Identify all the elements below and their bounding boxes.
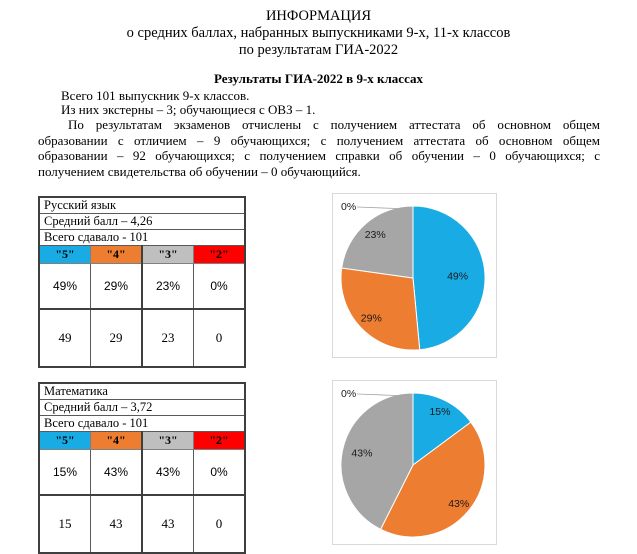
grade-header-5: "5" (38, 245, 91, 264)
count-cell: 15 (38, 494, 91, 554)
count-cell: 29 (90, 308, 143, 368)
table-total-taken: Всего сдавало - 101 (38, 229, 246, 246)
grade-header-4: "4" (90, 431, 143, 450)
page-title-line-3: по результатам ГИА-2022 (238, 42, 399, 58)
grade-header-4: "4" (90, 245, 143, 264)
pie-plot-area: 49% 29% 23% 0% (340, 201, 486, 351)
zero-slice-leader-line (356, 206, 410, 210)
pie-chart-math: 15% 43% 43% 0% (332, 380, 497, 545)
count-cell: 0 (193, 308, 246, 368)
grade-header-3: "3" (141, 245, 194, 264)
zero-slice-label: 0% (341, 388, 356, 400)
paragraph-line: получением свидетельства об обучении – 0… (38, 163, 361, 179)
table-average-score: Средний балл – 4,26 (38, 213, 246, 230)
table-subject: Математика (38, 382, 246, 400)
zero-slice-label: 0% (341, 201, 356, 213)
percent-cell: 0% (193, 449, 246, 496)
percent-cell: 0% (193, 263, 246, 310)
percent-cell: 49% (38, 263, 91, 310)
count-cell: 43 (141, 494, 194, 554)
intro-line-total: Всего 101 выпускник 9-х классов. (61, 88, 250, 103)
results-table-russian: Русский язык Средний балл – 4,26 Всего с… (38, 196, 246, 368)
page-title-line-2: о средних баллах, набранных выпускниками… (126, 25, 511, 41)
pie-percent-label: 15% (429, 406, 450, 418)
count-cell: 0 (193, 494, 246, 554)
pie-slice-1 (379, 421, 486, 538)
count-cell: 49 (38, 308, 91, 368)
pie-percent-label: 43% (448, 498, 469, 510)
percent-cell: 23% (141, 263, 194, 310)
paragraph-line: образовании с отличием – 9 обучающихся; … (38, 132, 600, 148)
pie-percent-label: 49% (447, 270, 468, 282)
results-table-math: Математика Средний балл – 3,72 Всего сда… (38, 382, 246, 554)
table-total-taken: Всего сдавало - 101 (38, 415, 246, 432)
results-paragraph: По результатам экзаменов отчислены с пол… (38, 117, 600, 179)
percent-cell: 43% (141, 449, 194, 496)
intro-line-externs: Из них экстерны – 3; обучающиеся с ОВЗ –… (61, 102, 316, 117)
zero-slice-leader-line (356, 393, 410, 397)
percent-cell: 43% (90, 449, 143, 496)
pie-plot-area: 15% 43% 43% 0% (340, 388, 486, 538)
grade-header-2: "2" (193, 431, 246, 450)
pie-percent-label: 23% (365, 229, 386, 241)
count-cell: 23 (141, 308, 194, 368)
count-cell: 43 (90, 494, 143, 554)
pie-slice-2 (341, 205, 414, 279)
grade-header-3: "3" (141, 431, 194, 450)
page-title-line-1: ИНФОРМАЦИЯ (265, 8, 372, 24)
section-heading: Результаты ГИА-2022 в 9-х классах (213, 71, 423, 86)
pie-slice-1 (340, 267, 421, 351)
percent-cell: 29% (90, 263, 143, 310)
grade-header-5: "5" (38, 431, 91, 450)
pie-percent-label: 29% (361, 312, 382, 324)
pie-chart-russian: 49% 29% 23% 0% (332, 193, 497, 358)
pie-percent-label: 43% (351, 447, 372, 459)
table-subject: Русский язык (38, 196, 246, 214)
pie-slice-0 (412, 392, 472, 466)
pie-slice-0 (412, 205, 486, 351)
paragraph-line: образовании – 92 обучающихся; с получени… (38, 148, 600, 164)
table-average-score: Средний балл – 3,72 (38, 399, 246, 416)
paragraph-line: По результатам экзаменов отчислены с пол… (68, 117, 600, 132)
percent-cell: 15% (38, 449, 91, 496)
grade-header-2: "2" (193, 245, 246, 264)
pie-slice-2 (340, 392, 414, 530)
